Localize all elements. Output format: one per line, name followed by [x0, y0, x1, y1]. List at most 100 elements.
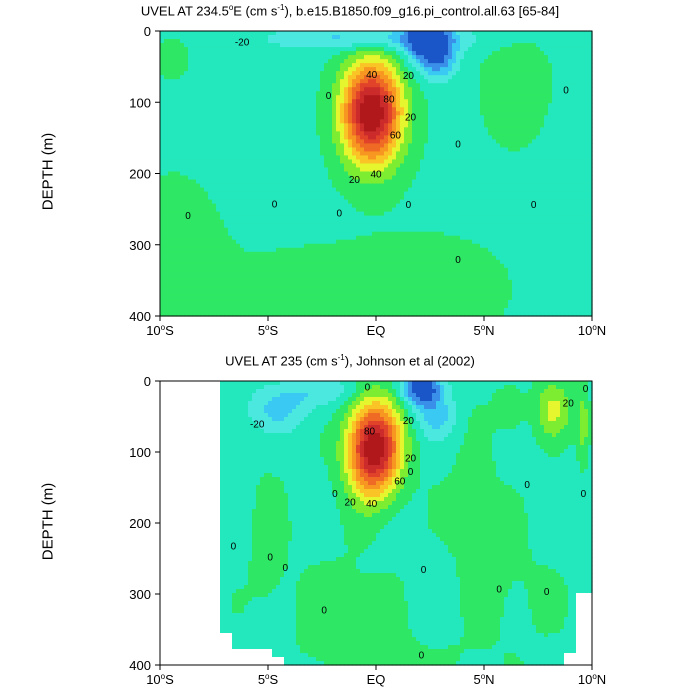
contour-cell [224, 107, 229, 112]
contour-cell [180, 83, 185, 88]
contour-cell [432, 127, 437, 132]
contour-cell [180, 235, 185, 241]
contour-cell [312, 203, 317, 209]
contour-cell [400, 59, 405, 64]
contour-cell [316, 99, 321, 104]
contour-cell [188, 247, 193, 253]
contour-cell [332, 287, 337, 293]
contour-cell [356, 251, 361, 257]
contour-cell [192, 215, 197, 221]
contour-cell [232, 179, 237, 185]
contour-cell [244, 91, 249, 96]
contour-cell [300, 287, 305, 293]
contour-cell [372, 283, 377, 289]
contour-cell [284, 287, 289, 293]
contour-cell [304, 31, 309, 36]
contour-cell [196, 211, 201, 217]
contour-cell [292, 71, 297, 76]
contour-cell [196, 235, 201, 241]
contour-cell [420, 103, 425, 108]
contour-cell [180, 151, 185, 157]
contour-cell [244, 255, 249, 261]
contour-cell [324, 79, 329, 84]
contour-cell [200, 263, 205, 269]
contour-cell [420, 71, 425, 76]
contour-cell [364, 111, 369, 116]
contour-cell [200, 247, 205, 253]
contour-cell [352, 123, 357, 128]
contour-cell [200, 35, 205, 40]
contour-cell [248, 287, 253, 293]
contour-cell [296, 211, 301, 217]
contour-cell [376, 299, 381, 305]
contour-cell [248, 99, 253, 104]
contour-cell [376, 51, 381, 56]
contour-cell [248, 35, 253, 40]
contour-cell [316, 163, 321, 169]
contour-cell [216, 267, 221, 273]
contour-cell [436, 143, 441, 148]
contour-cell [196, 251, 201, 257]
contour-cell [388, 103, 393, 108]
contour-cell [180, 279, 185, 285]
contour-cell [244, 31, 249, 36]
contour-cell [264, 139, 269, 144]
contour-cell [332, 231, 337, 237]
contour-cell [220, 71, 225, 76]
contour-cell [368, 287, 373, 293]
contour-cell [264, 163, 269, 169]
contour-cell [396, 51, 401, 56]
contour-cell [292, 175, 297, 181]
contour-cell [196, 179, 201, 185]
contour-cell [256, 215, 261, 221]
contour-cell [196, 191, 201, 197]
contour-cell [404, 247, 409, 253]
contour-cell [304, 195, 309, 201]
contour-cell [308, 231, 313, 237]
contour-cell [320, 203, 325, 209]
contour-cell [292, 283, 297, 289]
contour-cell [316, 43, 321, 48]
contour-cell [324, 247, 329, 253]
contour-cell [384, 155, 389, 161]
contour-cell [348, 135, 353, 140]
contour-cell [320, 151, 325, 157]
contour-cell [352, 267, 357, 273]
contour-cell [180, 255, 185, 261]
contour-cell [324, 195, 329, 201]
contour-cell [328, 275, 333, 281]
contour-cell [264, 143, 269, 148]
contour-cell [416, 287, 421, 293]
contour-cell [380, 215, 385, 221]
contour-cell [316, 135, 321, 140]
contour-cell [412, 183, 417, 189]
contour-cell [348, 203, 353, 209]
contour-cell [168, 239, 173, 245]
contour-cell [320, 179, 325, 185]
contour-cell [408, 271, 413, 277]
contour-cell [172, 143, 177, 148]
contour-cell [352, 87, 357, 92]
contour-cell [284, 143, 289, 148]
contour-cell [248, 151, 253, 157]
contour-cell [204, 59, 209, 64]
contour-cell [360, 91, 365, 96]
contour-cell [228, 163, 233, 169]
contour-cell [336, 227, 341, 233]
contour-cell [384, 115, 389, 120]
contour-cell [224, 171, 229, 177]
contour-cell [160, 107, 165, 112]
contour-cell [292, 187, 297, 193]
contour-cell [440, 47, 445, 52]
contour-cell [204, 243, 209, 249]
contour-cell [384, 227, 389, 233]
contour-cell [368, 143, 373, 148]
contour-cell [192, 51, 197, 56]
contour-cell [196, 219, 201, 225]
contour-cell [272, 191, 277, 197]
contour-cell [200, 75, 205, 80]
contour-cell [340, 35, 345, 40]
contour-cell [412, 239, 417, 245]
contour-cell [180, 43, 185, 48]
contour-cell [320, 123, 325, 128]
